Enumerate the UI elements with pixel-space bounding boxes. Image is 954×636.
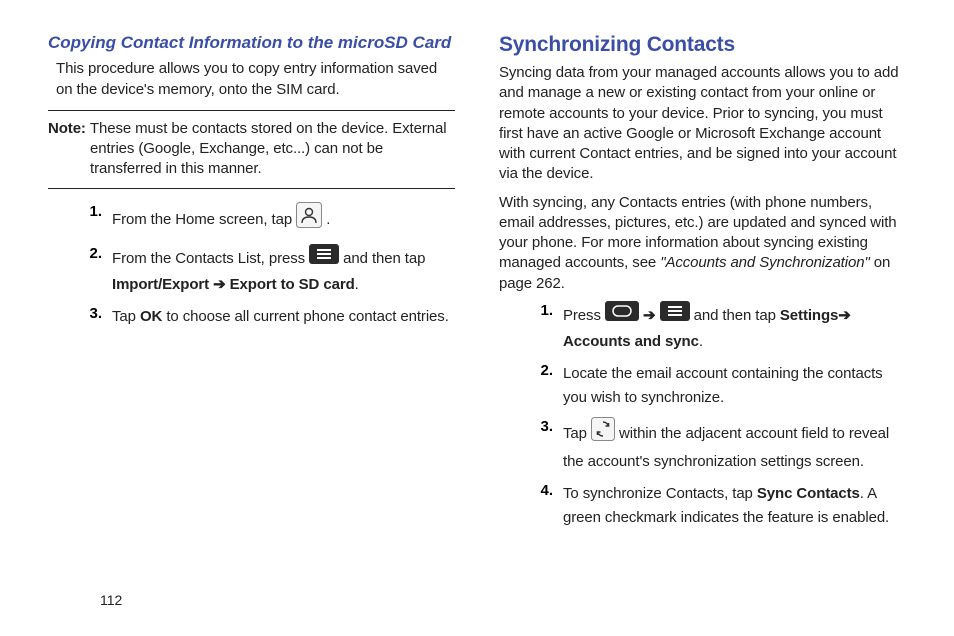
text: to choose all current phone contact entr…	[162, 308, 449, 325]
text: To synchronize Contacts, tap	[563, 485, 757, 502]
note-text: Note: These must be contacts stored on t…	[48, 119, 455, 180]
text: .	[326, 210, 330, 227]
step-num: 3.	[76, 305, 102, 322]
menu-icon	[309, 244, 339, 272]
text: .	[699, 333, 703, 350]
step-num: 1.	[527, 302, 553, 319]
right-step-4: 4. To synchronize Contacts, tap Sync Con…	[499, 482, 906, 530]
text-italic: "Accounts and Synchronization"	[660, 254, 869, 271]
text: From the Home screen, tap	[112, 210, 296, 227]
text: Press	[563, 307, 605, 324]
text-bold: Import/Export	[112, 276, 213, 293]
arrow: ➔	[213, 276, 225, 293]
left-step-2: 2. From the Contacts List, press and the…	[48, 245, 455, 297]
text: Tap	[112, 308, 140, 325]
arrow: ➔	[643, 307, 660, 324]
text-bold: Settings	[780, 307, 838, 324]
step-num: 2.	[527, 362, 553, 379]
right-p2: With syncing, any Contacts entries (with…	[499, 193, 906, 294]
text: and then tap	[343, 249, 425, 266]
text-bold: OK	[140, 308, 162, 325]
right-column: Synchronizing Contacts Syncing data from…	[499, 32, 906, 538]
left-step-3: 3. Tap OK to choose all current phone co…	[48, 305, 455, 329]
step-text: Locate the email account containing the …	[563, 362, 906, 410]
menu-icon	[660, 301, 690, 329]
step-text: From the Home screen, tap .	[112, 203, 330, 237]
note-label: Note:	[48, 120, 90, 137]
step-text: From the Contacts List, press and then t…	[112, 245, 455, 297]
step-text: Tap OK to choose all current phone conta…	[112, 305, 449, 329]
right-step-1: 1. Press ➔	[499, 302, 906, 354]
text-bold: Export to SD card	[226, 276, 355, 293]
page-number: 112	[100, 592, 122, 608]
arrow: ➔	[838, 307, 850, 324]
note-block: Note: These must be contacts stored on t…	[48, 110, 455, 189]
contacts-icon	[296, 202, 322, 236]
left-step-1: 1. From the Home screen, tap .	[48, 203, 455, 237]
right-step-2: 2. Locate the email account containing t…	[499, 362, 906, 410]
right-p1: Syncing data from your managed accounts …	[499, 63, 906, 185]
sync-icon	[591, 417, 615, 449]
step-text: Press ➔ and then tap S	[563, 302, 906, 354]
right-title: Synchronizing Contacts	[499, 32, 906, 57]
right-step-3: 3. Tap within the adjacent account field…	[499, 418, 906, 474]
home-button-icon	[605, 301, 639, 329]
note-body: These must be contacts stored on the dev…	[90, 120, 447, 178]
text-bold: Accounts and sync	[563, 333, 699, 350]
step-text: Tap within the adjacent account field to…	[563, 418, 906, 474]
text: From the Contacts List, press	[112, 249, 309, 266]
text: and then tap	[694, 307, 780, 324]
step-num: 4.	[527, 482, 553, 499]
step-num: 2.	[76, 245, 102, 262]
left-intro: This procedure allows you to copy entry …	[48, 59, 455, 100]
left-column: Copying Contact Information to the micro…	[48, 32, 455, 538]
step-text: To synchronize Contacts, tap Sync Contac…	[563, 482, 906, 530]
step-num: 3.	[527, 418, 553, 435]
step-num: 1.	[76, 203, 102, 220]
text: Tap	[563, 425, 591, 442]
text-bold: Sync Contacts	[757, 485, 860, 502]
left-title: Copying Contact Information to the micro…	[48, 32, 455, 53]
text: .	[355, 276, 359, 293]
